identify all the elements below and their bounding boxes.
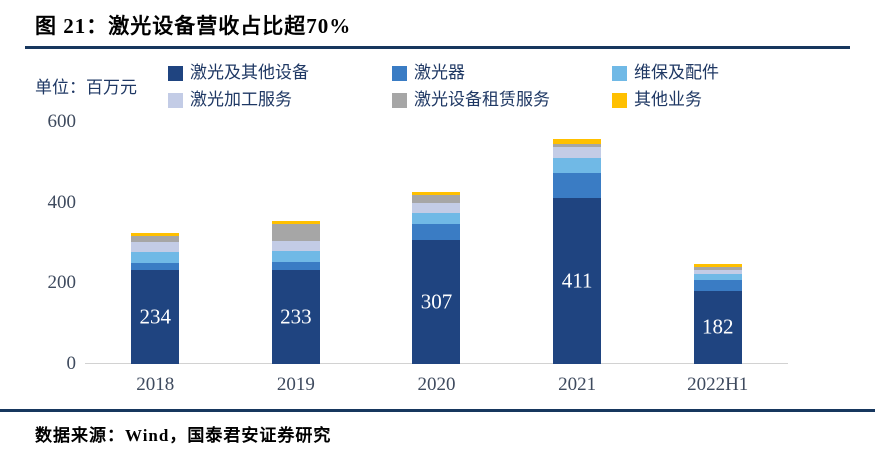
legend-item: 激光及其他设备 (168, 62, 309, 84)
bar-segment (693, 274, 742, 281)
bar-segment: 233 (271, 270, 320, 364)
bar-segment (412, 202, 461, 213)
bar-segment (271, 251, 320, 262)
bar-segment (553, 143, 602, 147)
bar-column: 307 (366, 122, 507, 364)
bar-value-label: 233 (280, 304, 312, 329)
legend-swatch-icon (612, 65, 627, 81)
bar-value-label: 307 (420, 289, 453, 314)
bar-segment (553, 146, 602, 158)
bar-value-label: 234 (139, 304, 172, 329)
legend-item: 激光加工服务 (168, 89, 292, 111)
bar-segment (131, 251, 180, 263)
x-tick-label: 2021 (558, 374, 597, 395)
bar-segment (131, 232, 180, 236)
x-tick-label: 2022H1 (687, 374, 749, 395)
legend-label: 激光及其他设备 (190, 63, 309, 82)
bar-segment (412, 224, 461, 241)
legend-swatch-icon (168, 65, 183, 81)
legend: 激光及其他设备 激光器 维保及配件激光加工服务 激光设备租赁服务 其他业务 (35, 58, 865, 114)
stacked-bar: 234 (131, 232, 180, 364)
bar-segment: 411 (553, 198, 602, 364)
legend-swatch-icon (612, 92, 627, 108)
bar-segment (412, 195, 461, 203)
bar-segment (271, 224, 320, 241)
legend-swatch-icon (392, 92, 407, 108)
bar-segment (693, 270, 742, 275)
bar-segment (553, 173, 602, 199)
stacked-bar: 233 (271, 221, 320, 364)
legend-swatch-icon (168, 92, 183, 108)
bar-value-label: 411 (561, 268, 593, 293)
bar-segment (553, 139, 602, 144)
bar-column: 233 (226, 122, 367, 364)
y-tick-label: 0 (66, 353, 77, 374)
bar-segment: 307 (412, 240, 461, 364)
legend-item: 维保及配件 (612, 62, 719, 84)
source-text: 数据来源：Wind，国泰君安证券研究 (35, 426, 332, 445)
y-tick-label: 200 (47, 272, 77, 294)
bar-segment: 234 (131, 269, 180, 364)
bar-segment (131, 262, 180, 270)
source-rule (0, 409, 875, 412)
legend-item: 其他业务 (612, 89, 702, 111)
bar-segment: 182 (693, 290, 742, 364)
bar-segment (271, 240, 320, 252)
bar-column: 234 (85, 122, 226, 364)
bar-segment (271, 261, 320, 271)
y-tick-label: 400 (47, 191, 77, 213)
bar-segment (553, 157, 602, 174)
bar-segment (412, 212, 461, 225)
bar-segment (693, 266, 742, 271)
legend-label: 激光设备租赁服务 (414, 90, 550, 109)
stacked-bar: 307 (412, 191, 461, 364)
bar-segment (271, 221, 320, 225)
bar-segment (693, 280, 742, 291)
bar-column: 182 (647, 122, 788, 364)
unit-label: 单位：百万元 (35, 77, 137, 97)
stacked-bar: 182 (693, 263, 742, 364)
legend-label: 维保及配件 (634, 63, 719, 82)
title-rule (25, 46, 850, 49)
bar-value-label: 182 (701, 314, 734, 339)
bar-segment (693, 263, 742, 267)
legend-label: 激光加工服务 (190, 90, 292, 109)
x-tick-label: 2018 (136, 374, 175, 395)
bar-segment (131, 235, 180, 242)
bar-segment (131, 241, 180, 252)
legend-swatch-icon (392, 65, 407, 81)
legend-label: 激光器 (414, 63, 465, 82)
x-tick-label: 2020 (417, 374, 456, 395)
figure-title: 图 21：激光设备营收占比超70% (35, 14, 352, 38)
legend-item: 激光设备租赁服务 (392, 89, 550, 111)
legend-item: 激光器 (392, 62, 465, 84)
y-tick-label: 600 (47, 111, 77, 132)
bar-column: 411 (507, 122, 648, 364)
stacked-bar: 411 (553, 139, 602, 364)
x-tick-label: 2019 (276, 374, 315, 395)
bar-segment (412, 191, 461, 196)
legend-label: 其他业务 (634, 90, 702, 109)
